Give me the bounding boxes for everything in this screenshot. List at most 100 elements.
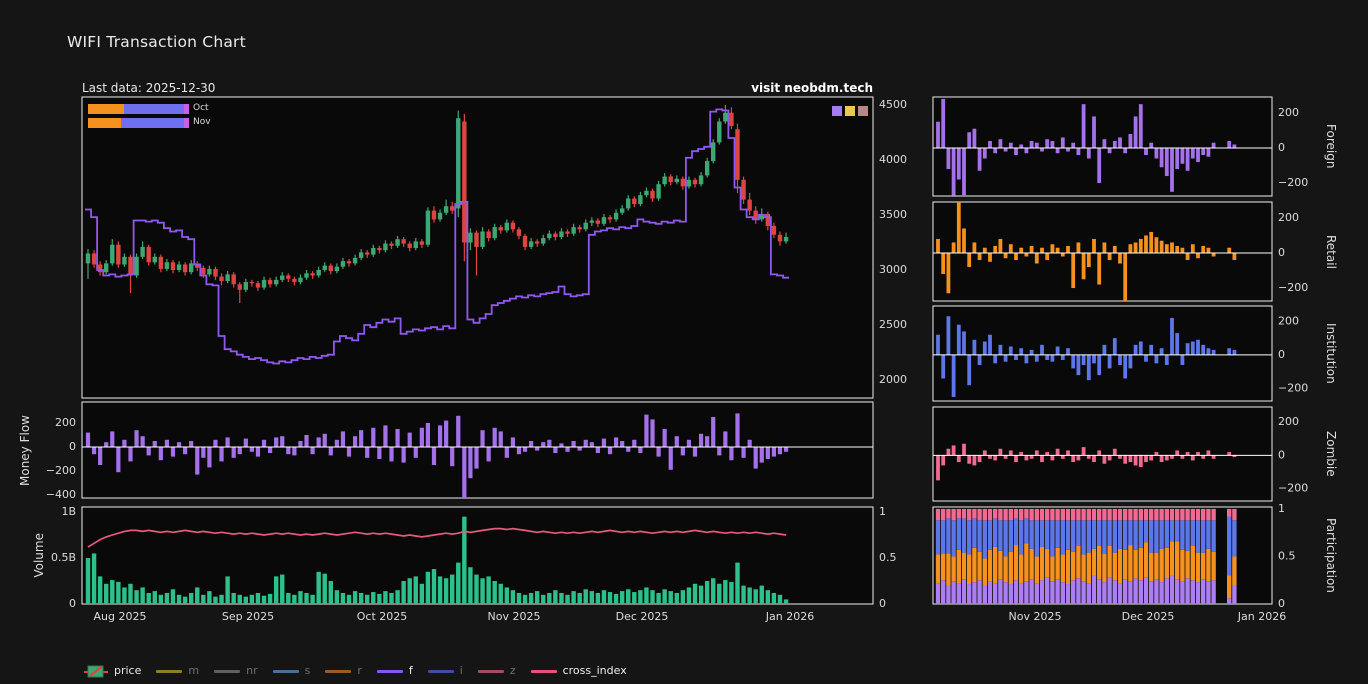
tick-label: 4000 <box>879 153 907 166</box>
watermark-link[interactable]: visit neobdm.tech <box>751 81 873 95</box>
tick-label: 1B <box>61 505 76 518</box>
money-flow-axis-title-wrap: Money Flow <box>16 402 34 498</box>
legend-item-r: r <box>325 664 362 678</box>
tick-label: 200 <box>55 416 76 429</box>
volume-axis-title: Volume <box>32 533 46 578</box>
tick-label: 0 <box>1278 597 1285 610</box>
tick-label: 0.5 <box>1278 549 1296 562</box>
month-legend-segment <box>88 103 124 114</box>
month-legend-segment <box>88 117 121 128</box>
last-data-label: Last data: 2025-12-30 <box>82 81 216 95</box>
legend-label: price <box>114 664 142 677</box>
s-legend-line <box>272 669 299 673</box>
legend-item-f: f <box>376 664 413 678</box>
cross_index-legend-line <box>530 669 557 673</box>
legend-item-s: s <box>272 664 311 678</box>
legend-label: f <box>408 664 413 677</box>
tick-label: 0 <box>1278 141 1285 154</box>
tick-label: Dec 2025 <box>616 610 669 623</box>
retail-axis-title: Retail <box>1324 234 1338 269</box>
retail-bars <box>936 202 1237 301</box>
money-flow-bars <box>85 413 789 498</box>
legend-label: m <box>188 664 200 677</box>
tick-label: −200 <box>1278 482 1308 495</box>
cross-index-line <box>87 527 787 548</box>
tick-label: 200 <box>1278 211 1299 224</box>
tick-label: 1 <box>1278 502 1285 515</box>
month-legend-bar-nov <box>88 113 189 132</box>
page-title: WIFI Transaction Chart <box>67 33 246 51</box>
tick-label: 0 <box>69 440 76 453</box>
purple-swatch-icon <box>832 106 842 116</box>
zombie-panel <box>932 406 1273 502</box>
tick-label: 200 <box>1278 314 1299 327</box>
z-legend-line <box>477 669 504 673</box>
m-legend-line <box>156 669 183 673</box>
month-legend-label: Oct <box>193 103 209 113</box>
f-step-line <box>85 108 790 365</box>
month-legend-segment <box>121 117 184 128</box>
rosy-swatch-icon <box>858 106 868 116</box>
tick-label: 3000 <box>879 263 907 276</box>
r-legend-line <box>325 669 352 673</box>
tick-label: Jan 2026 <box>1237 610 1286 623</box>
zombie-axis-title: Zombie <box>1324 431 1338 477</box>
volume-axis-title-wrap: Volume <box>30 507 48 604</box>
legend-label: cross_index <box>562 664 627 677</box>
main-panel <box>81 96 874 399</box>
tick-label: 4500 <box>879 98 907 111</box>
tick-label: Jan 2026 <box>765 610 814 623</box>
i-legend-line <box>427 669 454 673</box>
zombie-axis-title-wrap: Zombie <box>1322 407 1340 501</box>
tick-label: 200 <box>1278 415 1299 428</box>
tick-label: −200 <box>1278 176 1308 189</box>
tick-label: Sep 2025 <box>222 610 274 623</box>
legend-label: r <box>357 664 362 677</box>
foreign-bars <box>936 98 1237 196</box>
tick-label: 2000 <box>879 373 907 386</box>
tick-label: 0 <box>1278 246 1285 259</box>
tick-label: Oct 2025 <box>357 610 408 623</box>
legend-label: s <box>304 664 311 677</box>
month-legend-segment <box>184 103 189 114</box>
participation-stacked-bars <box>935 508 1237 604</box>
tick-label: 0.5B <box>51 551 76 564</box>
legend-item-price: price <box>84 664 141 679</box>
tick-label: −200 <box>46 464 76 477</box>
candlestick-series <box>85 105 789 303</box>
tick-label: 0 <box>1278 448 1285 461</box>
tick-label: 0 <box>69 597 76 610</box>
tick-label: 0 <box>1278 348 1285 361</box>
yellow-swatch-icon <box>845 106 855 116</box>
month-legend-segment <box>184 117 189 128</box>
legend-item-cross_index: cross_index <box>530 664 627 678</box>
month-legend-label: Nov <box>193 117 211 127</box>
bottom-legend: price m nr s r f i z cross_index <box>84 661 627 681</box>
legend-label: i <box>459 664 463 677</box>
tick-label: 0 <box>879 597 886 610</box>
legend-label: nr <box>246 664 258 677</box>
foreign-axis-title-wrap: Foreign <box>1322 97 1340 196</box>
tick-label: −200 <box>1278 281 1308 294</box>
month-legend-segment <box>124 103 184 114</box>
tick-label: 1 <box>879 505 886 518</box>
legend-item-z: z <box>477 664 516 678</box>
tick-label: −400 <box>46 488 76 501</box>
tick-label: Nov 2025 <box>488 610 541 623</box>
retail-axis-title-wrap: Retail <box>1322 202 1340 301</box>
money-flow-axis-title: Money Flow <box>18 414 32 486</box>
legend-item-nr: nr <box>214 664 258 678</box>
tick-label: 0.5 <box>879 551 897 564</box>
tick-label: −200 <box>1278 382 1308 395</box>
month-legend-row-nov: Nov <box>88 117 211 128</box>
tick-label: 2500 <box>879 318 907 331</box>
participation-axis-title: Participation <box>1324 518 1338 593</box>
zombie-bars <box>936 443 1237 481</box>
tick-label: Aug 2025 <box>94 610 147 623</box>
institution-axis-title-wrap: Institution <box>1322 306 1340 401</box>
participation-axis-title-wrap: Participation <box>1322 507 1340 604</box>
tick-label: 3500 <box>879 208 907 221</box>
tick-label: Dec 2025 <box>1122 610 1175 623</box>
tick-label: 200 <box>1278 106 1299 119</box>
